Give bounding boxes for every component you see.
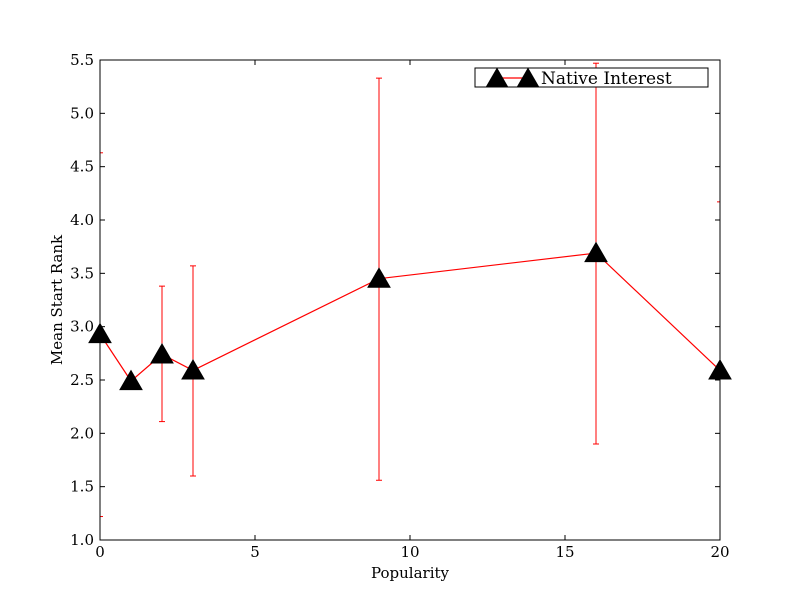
legend-label: Native Interest (541, 69, 672, 89)
y-axis-ticks: 1.0 1.5 2.0 2.5 3.0 3.5 4.0 4.5 5.0 5.5 (70, 51, 720, 549)
x-tick-label: 0 (95, 543, 105, 561)
x-tick-label: 5 (250, 543, 260, 561)
legend-marker (486, 67, 508, 87)
x-tick-label: 15 (555, 543, 574, 561)
y-tick-label: 2.0 (70, 424, 94, 442)
y-tick-label: 4.5 (70, 158, 94, 176)
data-point-marker (367, 267, 391, 288)
error-bars (99, 62, 721, 518)
x-tick-label: 10 (400, 543, 419, 561)
y-tick-label: 1.5 (70, 478, 94, 496)
x-tick-label: 20 (710, 543, 729, 561)
y-tick-label: 5.0 (70, 104, 94, 122)
x-axis-title: Popularity (371, 564, 450, 582)
data-point-marker (150, 342, 174, 364)
y-axis-title: Mean Start Rank (48, 234, 66, 365)
series-markers (88, 241, 732, 391)
y-tick-label: 5.5 (70, 51, 94, 69)
y-tick-label: 1.0 (70, 531, 94, 549)
y-tick-label: 4.0 (70, 211, 94, 229)
data-point-marker (584, 241, 608, 263)
legend-marker (517, 67, 539, 87)
x-axis-ticks: 0 5 10 15 20 (95, 60, 730, 561)
legend: Native Interest (474, 67, 709, 89)
data-point-marker (181, 358, 205, 380)
y-tick-label: 3.0 (70, 318, 94, 336)
data-point-marker (119, 369, 143, 391)
y-tick-label: 3.5 (70, 264, 94, 282)
y-tick-label: 2.5 (70, 371, 94, 389)
